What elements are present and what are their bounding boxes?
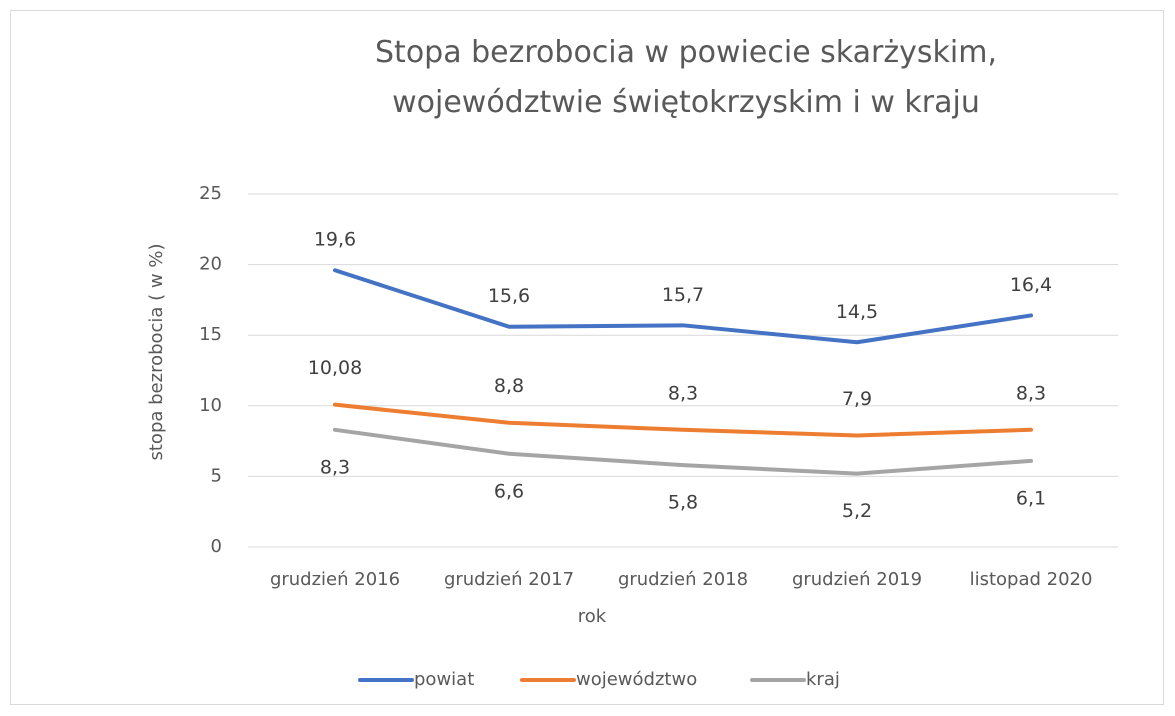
data-label: 15,7 [662,284,704,306]
x-tick-label: grudzień 2017 [444,569,574,590]
legend-label: powiat [414,669,474,690]
data-label: 6,1 [1016,487,1046,509]
data-label: 5,2 [842,500,872,522]
y-tick-label: 10 [199,395,222,416]
data-label: 5,8 [668,492,698,514]
series-line [333,268,1033,345]
data-label: 15,6 [488,285,530,307]
data-label: 8,3 [668,382,698,404]
data-label: 7,9 [842,388,872,410]
series-line [333,402,1033,438]
y-tick-label: 25 [199,183,222,204]
y-axis-label: stopa bezrobocia ( w %) [146,244,167,461]
x-tick-label: listopad 2020 [970,569,1093,590]
x-tick-label: grudzień 2018 [618,569,748,590]
chart-title: Stopa bezrobocia w powiecie skarżyskim, … [375,35,997,120]
data-label: 14,5 [836,301,878,323]
data-label: 19,6 [314,229,356,251]
y-tick-label: 15 [199,324,222,345]
legend-label: województwo [576,669,697,690]
y-tick-label: 5 [211,465,222,486]
x-tick-label: grudzień 2016 [270,569,400,590]
y-tick-label: 0 [211,536,222,557]
data-label: 10,08 [308,357,362,379]
y-tick-label: 20 [199,254,222,275]
data-label: 8,3 [320,456,350,478]
x-tick-label: grudzień 2019 [792,569,922,590]
data-label: 6,6 [494,480,524,502]
x-axis-label: rok [578,606,607,627]
legend-label: kraj [806,669,840,690]
data-label: 8,8 [494,375,524,397]
data-label: 8,3 [1016,382,1046,404]
series-line [333,427,1033,476]
data-label: 16,4 [1010,274,1052,296]
chart-frame [10,10,1164,705]
